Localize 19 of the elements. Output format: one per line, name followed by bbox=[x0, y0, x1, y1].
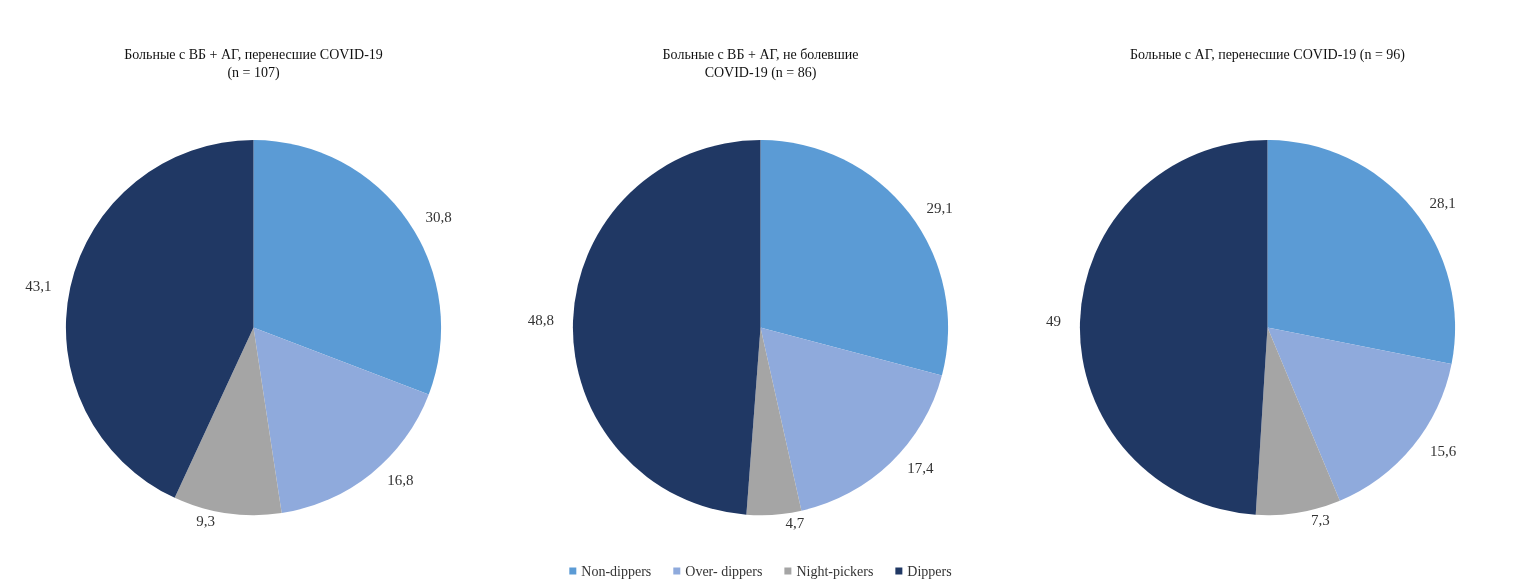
legend-label: Night-pickers bbox=[796, 563, 874, 579]
data-label: 4,7 bbox=[785, 514, 805, 531]
data-label: 15,6 bbox=[1429, 443, 1457, 460]
data-label: 30,8 bbox=[425, 208, 452, 225]
data-label: 29,1 bbox=[926, 200, 953, 217]
legend-label: Over- dippers bbox=[685, 563, 763, 579]
data-label: 48,8 bbox=[527, 312, 555, 329]
legend-label: Dippers bbox=[907, 563, 952, 579]
chart-title: Больные с ВБ + АГ, перенесшие COVID-19 (n = 107) bbox=[124, 46, 383, 81]
data-label: 43,1 bbox=[25, 277, 52, 294]
data-label: 28,1 bbox=[1429, 195, 1456, 212]
chart-title: Больные с АГ, перенесшие COVID-19 (n = 96) bbox=[1129, 46, 1406, 63]
data-label: 49 bbox=[1046, 313, 1062, 330]
data-label: 9,3 bbox=[196, 513, 215, 530]
chart-title: Больные с ВБ + АГ, не болевшие COVID-19 (n = 86) bbox=[662, 46, 859, 81]
data-label: 16,8 bbox=[387, 471, 414, 488]
data-label: 17,4 bbox=[907, 460, 934, 477]
legend-label: Non-dippers bbox=[581, 563, 652, 579]
data-label: 7,3 bbox=[1310, 512, 1330, 529]
